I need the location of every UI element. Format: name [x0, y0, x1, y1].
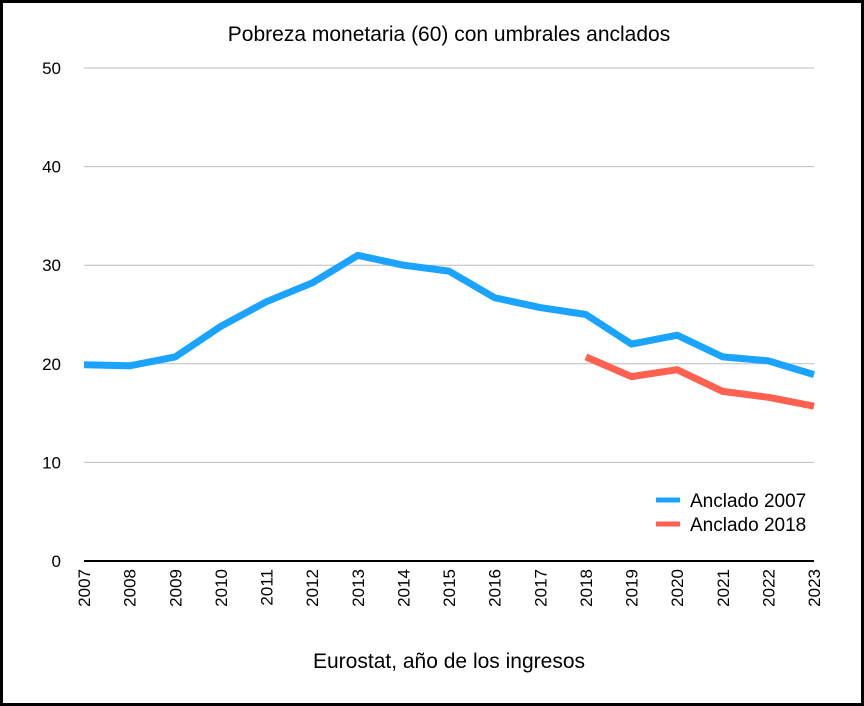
x-tick-label: 2015	[440, 569, 459, 607]
y-tick-label: 0	[52, 552, 61, 571]
y-tick-label: 50	[42, 59, 61, 78]
x-tick-label: 2008	[121, 569, 140, 607]
x-tick-label: 2018	[577, 569, 596, 607]
legend-item: Anclado 2018	[656, 515, 806, 536]
y-tick-label: 10	[42, 453, 61, 472]
x-tick-label: 2007	[75, 569, 94, 607]
y-tick-label: 20	[42, 355, 61, 374]
x-tick-label: 2021	[714, 569, 733, 607]
y-tick-label: 30	[42, 256, 61, 275]
chart-title: Pobreza monetaria (60) con umbrales ancl…	[228, 23, 670, 46]
x-tick-label: 2020	[668, 569, 687, 607]
gridlines	[84, 67, 814, 562]
x-tick-label: 2014	[394, 569, 413, 607]
x-tick-label: 2023	[805, 569, 824, 607]
x-tick-label: 2010	[212, 569, 231, 607]
x-tick-label: 2019	[623, 569, 642, 607]
series-line-anclado-2018	[584, 353, 815, 410]
x-tick-label: 2016	[486, 569, 505, 607]
x-tick-label: 2009	[166, 569, 185, 607]
x-tick-label: 2012	[303, 569, 322, 607]
x-tick-label: 2022	[759, 569, 778, 607]
x-tick-label: 2013	[349, 569, 368, 607]
legend: Anclado 2007 Anclado 2018	[656, 491, 806, 536]
chart-frame: Pobreza monetaria (60) con umbrales ancl…	[3, 3, 861, 703]
x-tick-label: 2017	[531, 569, 550, 607]
x-tick-labels: 2007 2008 2009 2010 2011 2012 2013 2014 2015 2016…	[75, 569, 824, 607]
x-axis-label: Eurostat, año de los ingresos	[313, 650, 585, 673]
legend-label: Anclado 2018	[690, 515, 806, 536]
x-tick-label: 2011	[258, 569, 277, 606]
series-line-anclado-2007	[83, 251, 816, 378]
series-lines	[83, 251, 816, 410]
y-tick-label: 40	[42, 158, 61, 177]
legend-item: Anclado 2007	[656, 491, 806, 512]
y-tick-labels: 0 10 20 30 40 50	[42, 59, 61, 571]
line-chart: Pobreza monetaria (60) con umbrales ancl…	[42, 23, 824, 673]
legend-label: Anclado 2007	[690, 491, 806, 512]
